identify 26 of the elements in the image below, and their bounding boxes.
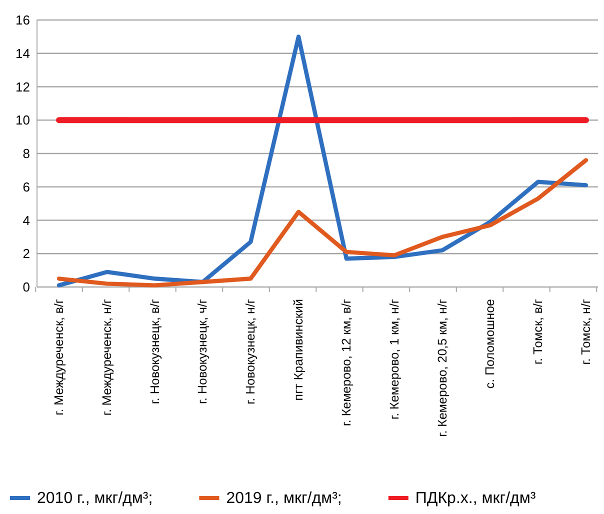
x-tick-label: г. Кемерово, 1 км, н/г [387, 298, 402, 420]
x-tick-label: г. Междуреченск, н/г [100, 298, 114, 416]
x-tick-label: пгт Крапивинский [292, 299, 306, 401]
y-tick-label: 4 [22, 212, 30, 228]
y-tick-label: 16 [16, 12, 30, 28]
y-tick-label: 14 [16, 46, 30, 61]
x-tick-label: г. Томск, в/г [531, 298, 546, 365]
x-tick-label: г. Кемерово, 20,5 км, н/г [435, 298, 450, 437]
x-tick-label: г. Новокузнецк, н/г [244, 298, 258, 404]
x-tick-label: г. Томск, н/г [579, 298, 593, 365]
x-tick-label: г. Новокузнецк, в/г [148, 298, 162, 404]
y-tick-label: 10 [16, 112, 30, 128]
line-series [56, 34, 588, 288]
y-tick-label: 8 [22, 146, 30, 162]
line-series [56, 158, 588, 288]
x-tick-label: с. Поломошное [483, 298, 498, 389]
y-tick-label: 2 [22, 246, 30, 262]
x-tick-label: г. Междуреченск, в/г [52, 298, 66, 416]
x-tick-label: г. Новокузнецк, ч/г [196, 298, 210, 404]
legend-label: ПДКр.х., мкг/дм³ [415, 490, 536, 507]
legend-label: 2019 г., мкг/дм³; [226, 490, 342, 507]
y-tick-label: 0 [22, 280, 30, 295]
y-tick-label: 6 [22, 179, 30, 194]
legend-label: 2010 г., мкг/дм³; [37, 490, 153, 507]
x-tick-label: г. Кемерово, 12 км, в/г [339, 298, 354, 426]
y-tick-label: 12 [16, 79, 30, 94]
